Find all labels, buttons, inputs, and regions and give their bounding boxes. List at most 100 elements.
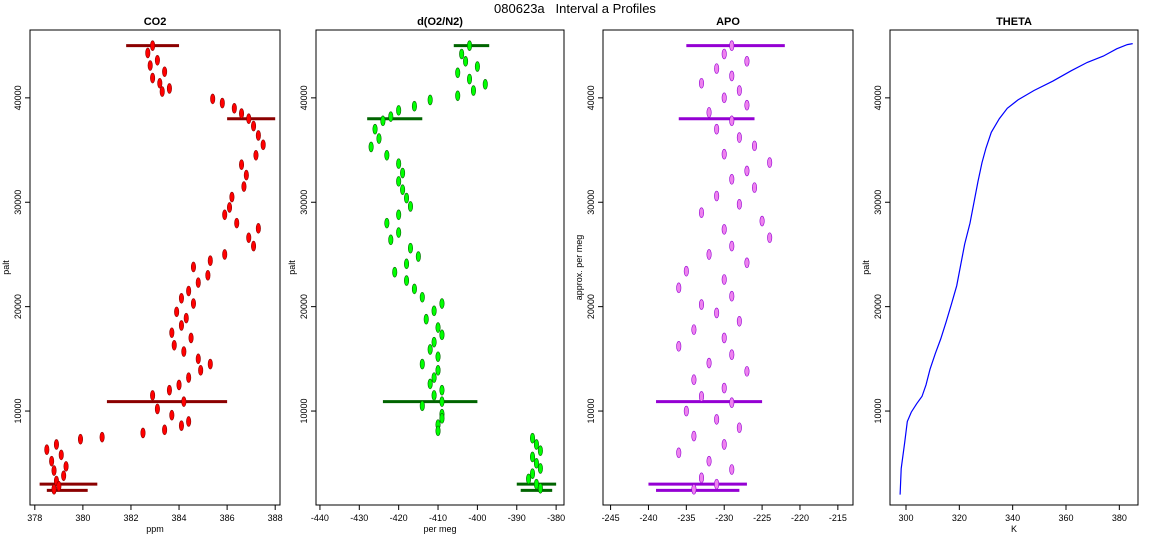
panel-title: d(O2/N2) [417, 16, 463, 28]
y-tick-label: 20000 [586, 294, 596, 319]
x-tick-label: -420 [390, 513, 408, 523]
data-point [384, 149, 390, 161]
data-point [411, 100, 417, 112]
plot-frame [889, 29, 1139, 506]
data-point [467, 73, 473, 85]
data-point [435, 351, 441, 363]
data-point [714, 307, 720, 319]
data-point [744, 165, 750, 177]
x-tick-label: -245 [602, 513, 620, 523]
data-point [392, 266, 398, 278]
data-point [150, 72, 156, 84]
data-point [169, 327, 175, 339]
y-tick-label: 40000 [299, 85, 309, 110]
data-point [222, 209, 228, 221]
y-tick-label: 20000 [13, 294, 23, 319]
data-point [721, 92, 727, 104]
data-point [427, 94, 433, 106]
data-point [759, 215, 765, 227]
panel-title: THETA [996, 16, 1032, 28]
data-point [530, 432, 536, 444]
data-point [260, 139, 266, 151]
data-point [744, 366, 750, 377]
data-point [51, 465, 57, 476]
x-tick-label: 380 [1112, 513, 1127, 523]
data-point [698, 391, 704, 402]
data-point [388, 111, 394, 122]
data-point [246, 232, 252, 244]
y-tick-label: 10000 [13, 399, 23, 424]
data-point [56, 480, 62, 492]
data-point [207, 358, 213, 370]
data-point [234, 217, 240, 229]
data-point [736, 315, 742, 327]
data-point [427, 344, 433, 355]
data-point [63, 461, 69, 472]
data-point [145, 47, 151, 59]
data-point [140, 427, 146, 439]
y-tick-label: 30000 [299, 190, 309, 215]
data-point [162, 424, 168, 436]
data-point [537, 463, 543, 474]
data-point [166, 384, 172, 396]
x-tick-label: -430 [350, 513, 368, 523]
x-tick-label: 378 [27, 513, 42, 523]
data-point [255, 223, 261, 234]
data-point [380, 115, 386, 127]
data-point [729, 290, 735, 302]
x-tick-label: -220 [791, 513, 809, 523]
data-point [431, 336, 437, 348]
data-point [721, 439, 727, 450]
data-point [729, 349, 735, 360]
data-point [181, 346, 187, 357]
data-point [188, 332, 194, 344]
x-tick-label: 384 [172, 513, 187, 523]
data-point [207, 255, 213, 267]
data-point [698, 472, 704, 484]
x-tick-label: 320 [952, 513, 967, 523]
data-point [463, 56, 469, 67]
data-point [736, 132, 742, 143]
data-point [404, 258, 410, 270]
data-point [396, 209, 402, 221]
data-point [396, 105, 402, 116]
data-point [169, 409, 175, 421]
x-tick-label: -400 [468, 513, 486, 523]
data-point [752, 182, 758, 193]
data-point [530, 451, 536, 463]
y-tick-label: 20000 [873, 294, 883, 319]
data-point [77, 433, 83, 445]
data-point [467, 40, 473, 51]
data-point [419, 358, 425, 370]
y-tick-label: 30000 [873, 190, 883, 215]
data-point [419, 291, 425, 303]
data-point [53, 439, 59, 450]
data-point [407, 201, 413, 212]
y-tick-label: 10000 [586, 399, 596, 424]
data-point [706, 455, 712, 467]
data-point [241, 181, 247, 192]
data-point [154, 54, 160, 66]
data-point [419, 400, 425, 412]
data-point [698, 77, 704, 89]
data-point [752, 140, 758, 152]
data-point [736, 199, 742, 210]
data-point [190, 261, 196, 273]
data-point [533, 439, 539, 450]
data-point [482, 78, 488, 90]
data-point [372, 123, 378, 135]
plot-frame [602, 29, 854, 506]
data-point [691, 324, 697, 335]
data-point [736, 85, 742, 96]
data-point [683, 265, 689, 277]
data-point [431, 372, 437, 383]
data-point [44, 444, 50, 455]
data-point [171, 339, 177, 351]
data-point [400, 184, 406, 196]
data-point [415, 251, 421, 262]
x-tick-label: 386 [220, 513, 235, 523]
x-tick-label: -235 [677, 513, 695, 523]
data-point [198, 365, 204, 376]
x-tick-label: 388 [268, 513, 283, 523]
data-point [183, 312, 189, 324]
